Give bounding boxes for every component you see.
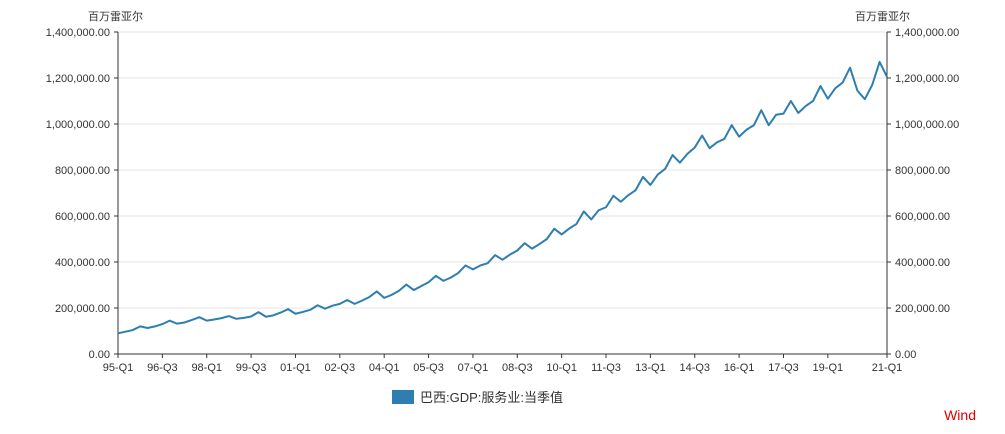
x-axis-ticks: 95-Q1 96-Q3 98-Q1 99-Q3 01-Q1 02-Q3 04-Q1 05-Q3… xyxy=(103,354,903,374)
y-tick-label-right: 800,000.00 xyxy=(895,165,950,177)
y-tick-label-right: 1,400,000.00 xyxy=(895,27,959,39)
axes xyxy=(117,32,888,355)
x-tick-label: 02-Q3 xyxy=(325,362,356,374)
x-tick-label: 07-Q1 xyxy=(458,362,489,374)
y-tick-label-left: 600,000.00 xyxy=(55,211,110,223)
y-tick-label-left: 400,000.00 xyxy=(55,257,110,269)
watermark: Wind xyxy=(944,407,976,423)
y-tick-label-right: 1,200,000.00 xyxy=(895,73,959,85)
y-tick-label-right: 1,000,000.00 xyxy=(895,119,959,131)
legend-label: 巴西:GDP:服务业:当季值 xyxy=(420,390,564,405)
series-line-services-gdp xyxy=(117,60,888,335)
right-y-axis-ticks: 0.00 200,000.00 400,000.00 600,000.00 800,00… xyxy=(887,27,959,361)
x-tick-label: 98-Q1 xyxy=(191,362,222,374)
x-tick-label: 11-Q3 xyxy=(591,362,621,374)
x-tick-label: 08-Q3 xyxy=(502,362,533,374)
left-axis-unit: 百万雷亚尔 xyxy=(88,10,143,23)
legend: 巴西:GDP:服务业:当季值 xyxy=(392,387,563,406)
y-tick-label-left: 1,200,000.00 xyxy=(46,73,110,85)
y-tick-label-right: 200,000.00 xyxy=(895,303,950,315)
x-tick-label: 04-Q1 xyxy=(369,362,400,374)
x-tick-label: 13-Q1 xyxy=(635,362,666,374)
y-tick-label-left: 200,000.00 xyxy=(55,303,110,315)
series-group xyxy=(117,60,888,335)
x-tick-label: 17-Q3 xyxy=(768,362,799,374)
x-tick-label: 21-Q1 xyxy=(872,362,903,374)
y-tick-label-left: 800,000.00 xyxy=(55,165,110,177)
x-tick-label: 10-Q1 xyxy=(546,362,577,374)
y-tick-label-right: 600,000.00 xyxy=(895,211,950,223)
y-tick-label-right: 400,000.00 xyxy=(895,257,950,269)
y-tick-label-left: 0.00 xyxy=(89,349,110,361)
y-tick-label-left: 1,000,000.00 xyxy=(46,119,110,131)
y-tick-label-right: 0.00 xyxy=(895,349,916,361)
grid-lines xyxy=(118,31,887,309)
left-y-axis-ticks: 0.00 200,000.00 400,000.00 600,000.00 800,00… xyxy=(46,27,118,361)
legend-swatch xyxy=(392,389,414,404)
x-tick-label: 19-Q1 xyxy=(813,362,844,374)
right-axis-unit: 百万雷亚尔 xyxy=(855,10,910,23)
x-tick-label: 16-Q1 xyxy=(724,362,755,374)
x-tick-label: 01-Q1 xyxy=(280,362,311,374)
x-tick-label: 14-Q3 xyxy=(679,362,710,374)
x-tick-label: 96-Q3 xyxy=(147,362,178,374)
x-tick-label: 05-Q3 xyxy=(413,362,444,374)
x-tick-label: 95-Q1 xyxy=(103,362,134,374)
x-tick-label: 99-Q3 xyxy=(236,362,267,374)
y-tick-label-left: 1,400,000.00 xyxy=(46,27,110,39)
